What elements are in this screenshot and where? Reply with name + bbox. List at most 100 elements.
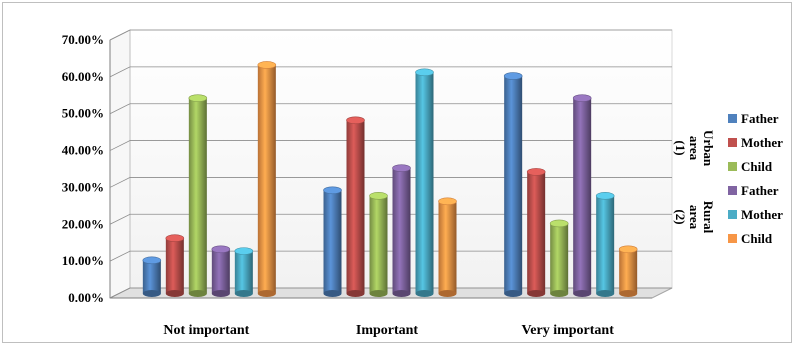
x-category-label: Not important [163, 323, 249, 338]
bar-body [415, 72, 434, 294]
bar-top [257, 61, 277, 69]
y-tick-label: 10.00% [62, 253, 104, 268]
bar-base [573, 290, 592, 297]
legend-group-label: Urban [701, 130, 716, 167]
legend-group-label: area [687, 136, 702, 161]
bar-top [438, 197, 457, 206]
bar-body [596, 195, 615, 294]
bar [234, 247, 254, 297]
bar-top [595, 192, 615, 200]
bar-base [234, 290, 253, 297]
bar-base [142, 290, 161, 297]
bar-base [415, 290, 434, 297]
bar-top [234, 247, 254, 255]
bar-body [323, 190, 342, 294]
bar-body [438, 201, 457, 294]
bar-base [369, 290, 388, 297]
gridline [109, 103, 672, 115]
bar-top [188, 94, 208, 102]
y-tick-label: 70.00% [62, 32, 104, 47]
side-wall [109, 29, 131, 299]
bar-top [165, 234, 185, 243]
legend: FatherMotherChildFatherMotherChildUrbana… [673, 111, 783, 246]
bar-base [165, 290, 184, 297]
y-tick-label: 20.00% [62, 216, 104, 231]
gridline [109, 250, 672, 262]
legend-group-label: (2) [673, 209, 688, 224]
bar [369, 192, 388, 297]
bar-top [415, 68, 434, 77]
bar-body [165, 238, 184, 294]
bar [549, 219, 569, 297]
bar [415, 68, 434, 297]
gridlines [109, 29, 672, 299]
bar [188, 94, 208, 297]
bar-base [392, 290, 411, 297]
bar-body [527, 171, 546, 294]
bar-body [550, 223, 569, 294]
y-tick-label: 0.00% [68, 290, 104, 305]
bar [503, 72, 523, 297]
bar-body [573, 98, 592, 294]
gridline [109, 177, 672, 188]
legend-label: Father [741, 183, 779, 198]
y-tick-label: 60.00% [62, 69, 104, 84]
bar-base [323, 290, 342, 297]
legend-label: Mother [741, 135, 783, 150]
x-category-label: Important [356, 323, 419, 338]
bar-top [618, 245, 638, 254]
bar-top [211, 245, 231, 254]
bar [257, 61, 277, 297]
bar-top [572, 94, 592, 102]
bar-base [257, 290, 276, 297]
bar [211, 245, 231, 297]
bar-body [234, 251, 253, 294]
bars [142, 61, 638, 297]
bar-body [188, 98, 207, 294]
y-tick-label: 50.00% [62, 106, 104, 121]
gridline [109, 140, 672, 151]
legend-swatch [728, 234, 737, 243]
bar-base [346, 290, 365, 297]
bar-base [211, 290, 230, 297]
bar [346, 116, 365, 297]
x-category-label: Very important [521, 323, 614, 338]
bar-base [527, 290, 546, 297]
bar [165, 234, 185, 297]
bar-top [369, 192, 388, 200]
legend-group-label: Rural [701, 201, 716, 234]
legend-swatch [728, 186, 737, 195]
bar-top [549, 219, 569, 228]
gridline [109, 213, 672, 225]
legend-group-label: (1) [673, 140, 688, 155]
bar [438, 197, 457, 297]
y-tick-label: 30.00% [62, 179, 104, 194]
bar-body [504, 76, 523, 294]
bar [595, 192, 615, 297]
bar-top [503, 72, 523, 80]
y-tick-label: 40.00% [62, 143, 104, 158]
bar-base [619, 290, 638, 297]
bar [392, 164, 411, 297]
legend-swatch [728, 210, 737, 219]
bar [323, 186, 342, 297]
gridline [109, 29, 672, 41]
bar-body [619, 249, 638, 294]
legend-label: Father [741, 111, 779, 126]
bar-base [504, 290, 523, 297]
legend-label: Child [741, 231, 773, 246]
bar-body [211, 249, 230, 294]
bar-top [346, 116, 365, 125]
bar-base [188, 290, 207, 297]
bar-body [257, 64, 276, 294]
bar-top [323, 186, 342, 195]
legend-swatch [728, 114, 737, 123]
bar-top [142, 256, 162, 265]
bar-body [369, 195, 388, 294]
legend-group-label: area [687, 205, 702, 230]
bar [572, 94, 592, 297]
x-axis-categories: Not important Important Very important [163, 323, 614, 338]
bar-top [526, 168, 546, 176]
bar [618, 245, 638, 297]
